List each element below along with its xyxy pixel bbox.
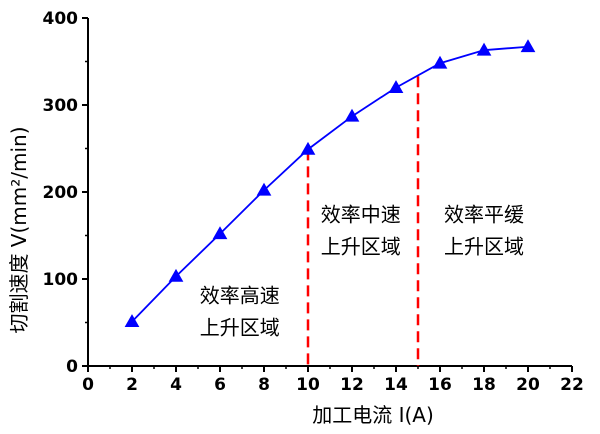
data-point-marker [168, 268, 184, 282]
x-tick-label: 2 [126, 375, 138, 395]
x-axis-title: 加工电流 I(A) [312, 403, 434, 427]
region-label: 效率中速 [321, 203, 401, 227]
x-tick-label: 12 [340, 375, 364, 395]
data-point-marker [388, 80, 404, 93]
data-point-marker [124, 314, 140, 328]
x-tick-label: 6 [214, 375, 226, 395]
x-tick-label: 14 [384, 375, 408, 395]
x-tick-label: 8 [258, 375, 270, 395]
y-tick-label: 0 [66, 357, 78, 377]
data-point-marker [476, 42, 492, 56]
data-point-marker [432, 55, 448, 69]
region-dividers [306, 76, 420, 366]
region-label: 上升区域 [321, 235, 401, 259]
ticks: 0 2 4 6 8 10 12 14 16 18 20 22 0 100 200 300 400 [43, 9, 584, 395]
y-tick-label: 100 [43, 270, 79, 290]
x-tick-label: 4 [170, 375, 182, 395]
data-point-marker [256, 182, 272, 196]
series [124, 39, 536, 328]
region-label: 效率高速 [200, 283, 280, 307]
data-point-marker [212, 226, 228, 240]
y-axis-title: 切割速度 V(mm²/min) [7, 126, 31, 333]
x-tick-label: 10 [296, 375, 320, 395]
y-tick-label: 200 [43, 183, 79, 203]
region-label: 上升区域 [200, 315, 280, 339]
data-point-marker [520, 39, 536, 53]
region-label: 上升区域 [444, 235, 524, 259]
x-tick-label: 0 [82, 375, 94, 395]
x-tick-label: 16 [428, 375, 452, 395]
series-line [131, 45, 529, 323]
y-tick-label: 400 [43, 9, 79, 29]
data-point-marker [344, 108, 360, 122]
x-tick-label: 20 [516, 375, 540, 395]
region-label: 效率平缓 [444, 203, 524, 227]
x-tick-label: 22 [560, 375, 584, 395]
y-tick-label: 300 [43, 96, 79, 116]
axes [87, 18, 572, 367]
x-tick-label: 18 [472, 375, 496, 395]
data-point-marker [300, 141, 316, 155]
